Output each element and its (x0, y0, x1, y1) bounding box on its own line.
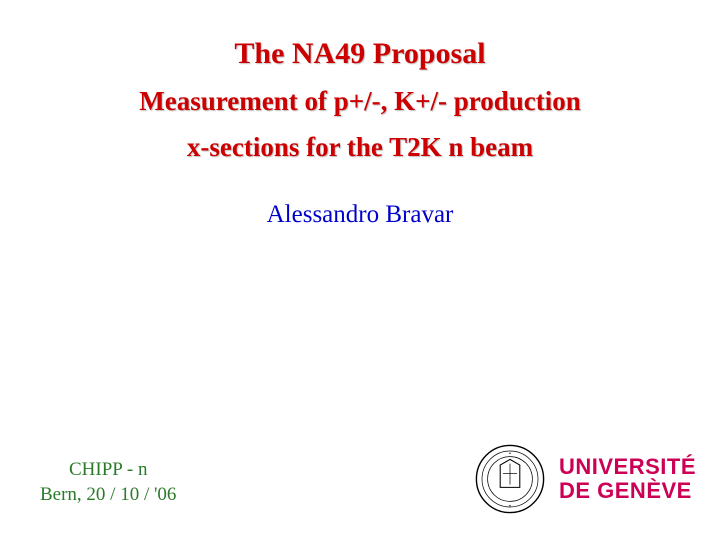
footer-right: ✦ ✦ UNIVERSITÉ DE GENÈVE (475, 444, 696, 514)
title-line3-pre: x-sections for the T2K (187, 132, 448, 162)
nu-symbol-footer: n (138, 459, 148, 480)
university-line2: DE GENÈVE (559, 479, 696, 503)
title-line2-post: +/-, K+/- production (349, 86, 581, 116)
footer-left-line1: CHIPP - n (40, 457, 176, 483)
title-block: The NA49 Proposal Measurement of p+/-, K… (0, 0, 720, 171)
title-line1: The NA49 Proposal (234, 37, 485, 70)
university-name: UNIVERSITÉ DE GENÈVE (559, 455, 696, 503)
svg-text:✦: ✦ (509, 504, 513, 508)
author-name: Alessandro Bravar (0, 201, 720, 229)
svg-text:✦: ✦ (509, 452, 513, 456)
title-main: The NA49 Proposal (0, 28, 720, 79)
nu-symbol: n (448, 132, 463, 162)
university-seal-icon: ✦ ✦ (475, 444, 545, 514)
footer-left: CHIPP - n Bern, 20 / 10 / '06 (40, 457, 176, 508)
title-line3-post: beam (463, 132, 533, 162)
title-line2-pre: Measurement of (139, 86, 333, 116)
title-subtitle-2: x-sections for the T2K n beam (0, 125, 720, 171)
title-subtitle-1: Measurement of p+/-, K+/- production (0, 79, 720, 125)
chipp-label: CHIPP - (69, 459, 138, 480)
pi-symbol: p (334, 86, 349, 116)
footer-left-line2: Bern, 20 / 10 / '06 (40, 482, 176, 508)
university-line1: UNIVERSITÉ (559, 455, 696, 479)
